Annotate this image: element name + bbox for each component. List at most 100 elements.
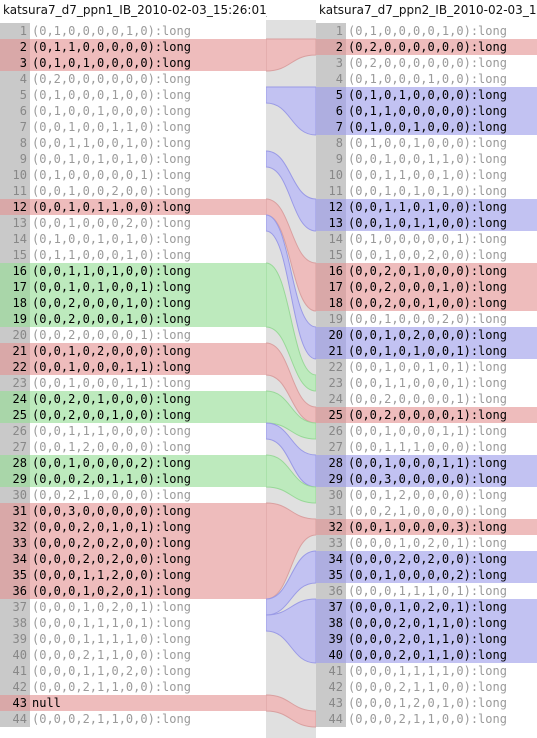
left-diff-line[interactable]: 35 (0,0,0,1,1,2,0,0):long: [0, 567, 266, 583]
right-diff-line[interactable]: 42 (0,0,0,2,1,1,0,0):long: [316, 679, 537, 695]
right-diff-line[interactable]: 4 (0,1,0,0,0,1,0,0):long: [316, 71, 537, 87]
line-text: (0,0,2,0,0,1,0,0):long: [32, 408, 191, 422]
left-diff-line[interactable]: 34 (0,0,0,2,0,2,0,0):long: [0, 551, 266, 567]
left-diff-line[interactable]: 41 (0,0,0,1,1,0,2,0):long: [0, 663, 266, 679]
right-diff-line[interactable]: 9 (0,0,1,0,0,1,1,0):long: [316, 151, 537, 167]
left-diff-line[interactable]: 39 (0,0,0,1,1,1,1,0):long: [0, 631, 266, 647]
left-diff-line[interactable]: 7 (0,0,1,0,0,1,1,0):long: [0, 119, 266, 135]
left-diff-line[interactable]: 2 (0,1,1,0,0,0,0,0):long: [0, 39, 266, 55]
left-diff-line[interactable]: 21 (0,0,1,0,2,0,0,0):long: [0, 343, 266, 359]
right-diff-line[interactable]: 26 (0,0,1,0,0,0,1,1):long: [316, 423, 537, 439]
right-diff-line[interactable]: 11 (0,0,1,0,1,0,1,0):long: [316, 183, 537, 199]
right-diff-line[interactable]: 38 (0,0,0,2,0,1,1,0):long: [316, 615, 537, 631]
right-diff-line[interactable]: 23 (0,0,1,1,0,0,0,1):long: [316, 375, 537, 391]
left-diff-line[interactable]: 17 (0,0,1,0,1,0,0,1):long: [0, 279, 266, 295]
left-diff-line[interactable]: 25 (0,0,2,0,0,1,0,0):long: [0, 407, 266, 423]
line-number: 31: [316, 503, 346, 519]
line-text: null: [32, 696, 61, 710]
left-diff-line[interactable]: 28 (0,0,1,0,0,0,0,2):long: [0, 455, 266, 471]
left-diff-line[interactable]: 16 (0,0,1,1,0,1,0,0):long: [0, 263, 266, 279]
left-diff-pane[interactable]: 1 (0,1,0,0,0,0,1,0):long 2 (0,1,1,0,0,0,0,0…: [0, 23, 266, 738]
right-diff-line[interactable]: 37 (0,0,0,1,0,2,0,1):long: [316, 599, 537, 615]
left-diff-line[interactable]: 19 (0,0,2,0,0,0,1,0):long: [0, 311, 266, 327]
right-diff-line[interactable]: 29 (0,0,3,0,0,0,0,0):long: [316, 471, 537, 487]
left-diff-line[interactable]: 43 null: [0, 695, 266, 711]
right-diff-line[interactable]: 7 (0,1,0,0,1,0,0,0):long: [316, 119, 537, 135]
left-diff-line[interactable]: 30 (0,0,2,1,0,0,0,0):long: [0, 487, 266, 503]
line-number: 37: [316, 599, 346, 615]
right-diff-line[interactable]: 17 (0,0,2,0,0,0,1,0):long: [316, 279, 537, 295]
line-number: 24: [316, 391, 346, 407]
left-diff-line[interactable]: 23 (0,0,1,0,0,0,1,1):long: [0, 375, 266, 391]
right-diff-line[interactable]: 22 (0,0,1,0,0,1,0,1):long: [316, 359, 537, 375]
right-diff-line[interactable]: 2 (0,2,0,0,0,0,0,0):long: [316, 39, 537, 55]
right-diff-line[interactable]: 18 (0,0,2,0,0,1,0,0):long: [316, 295, 537, 311]
right-diff-line[interactable]: 19 (0,0,1,0,0,0,2,0):long: [316, 311, 537, 327]
right-diff-line[interactable]: 41 (0,0,0,1,1,1,1,0):long: [316, 663, 537, 679]
line-number: 22: [0, 359, 30, 375]
right-diff-line[interactable]: 20 (0,0,1,0,2,0,0,0):long: [316, 327, 537, 343]
left-diff-line[interactable]: 13 (0,0,1,0,0,0,2,0):long: [0, 215, 266, 231]
right-diff-line[interactable]: 24 (0,0,2,0,0,0,0,1):long: [316, 391, 537, 407]
line-number: 26: [316, 423, 346, 439]
left-diff-line[interactable]: 20 (0,0,2,0,0,0,0,1):long: [0, 327, 266, 343]
right-diff-line[interactable]: 13 (0,0,1,0,1,1,0,0):long: [316, 215, 537, 231]
left-diff-line[interactable]: 14 (0,1,0,0,1,0,1,0):long: [0, 231, 266, 247]
left-diff-line[interactable]: 38 (0,0,0,1,1,1,0,1):long: [0, 615, 266, 631]
left-diff-line[interactable]: 36 (0,0,0,1,0,2,0,1):long: [0, 583, 266, 599]
left-diff-line[interactable]: 4 (0,2,0,0,0,0,0,0):long: [0, 71, 266, 87]
right-diff-line[interactable]: 30 (0,0,1,2,0,0,0,0):long: [316, 487, 537, 503]
left-diff-line[interactable]: 26 (0,0,1,1,1,0,0,0):long: [0, 423, 266, 439]
left-diff-line[interactable]: 24 (0,0,2,0,1,0,0,0):long: [0, 391, 266, 407]
right-diff-line[interactable]: 39 (0,0,0,2,0,1,1,0):long: [316, 631, 537, 647]
right-diff-line[interactable]: 6 (0,1,1,0,0,0,0,0):long: [316, 103, 537, 119]
right-diff-line[interactable]: 16 (0,0,2,0,1,0,0,0):long: [316, 263, 537, 279]
right-diff-line[interactable]: 43 (0,0,0,1,2,0,1,0):long: [316, 695, 537, 711]
left-diff-line[interactable]: 44 (0,0,0,2,1,1,0,0):long: [0, 711, 266, 727]
left-diff-line[interactable]: 9 (0,0,1,0,1,0,1,0):long: [0, 151, 266, 167]
right-diff-line[interactable]: 14 (0,1,0,0,0,0,0,1):long: [316, 231, 537, 247]
left-diff-line[interactable]: 12 (0,0,1,0,1,1,0,0):long: [0, 199, 266, 215]
right-diff-line[interactable]: 25 (0,0,2,0,0,0,0,1):long: [316, 407, 537, 423]
left-diff-line[interactable]: 18 (0,0,2,0,0,0,1,0):long: [0, 295, 266, 311]
right-diff-line[interactable]: 28 (0,0,1,0,0,0,1,1):long: [316, 455, 537, 471]
right-diff-line[interactable]: 44 (0,0,0,2,1,1,0,0):long: [316, 711, 537, 727]
right-diff-line[interactable]: 34 (0,0,0,2,0,2,0,0):long: [316, 551, 537, 567]
left-diff-line[interactable]: 15 (0,1,1,0,0,0,1,0):long: [0, 247, 266, 263]
left-diff-line[interactable]: 5 (0,1,0,0,0,1,0,0):long: [0, 87, 266, 103]
left-diff-line[interactable]: 37 (0,0,0,1,0,2,0,1):long: [0, 599, 266, 615]
right-diff-line[interactable]: 35 (0,0,1,0,0,0,0,2):long: [316, 567, 537, 583]
right-diff-line[interactable]: 36 (0,0,0,1,1,1,0,1):long: [316, 583, 537, 599]
left-diff-line[interactable]: 22 (0,0,1,0,0,0,1,1):long: [0, 359, 266, 375]
right-diff-line[interactable]: 40 (0,0,0,2,0,1,1,0):long: [316, 647, 537, 663]
left-diff-line[interactable]: 32 (0,0,0,2,0,1,0,1):long: [0, 519, 266, 535]
right-diff-line[interactable]: 33 (0,0,0,1,0,2,0,1):long: [316, 535, 537, 551]
right-diff-line[interactable]: 12 (0,0,1,1,0,1,0,0):long: [316, 199, 537, 215]
left-diff-line[interactable]: 40 (0,0,0,2,1,1,0,0):long: [0, 647, 266, 663]
right-diff-pane[interactable]: 1 (0,1,0,0,0,0,1,0):long 2 (0,2,0,0,0,0,0,0…: [316, 23, 537, 738]
right-diff-line[interactable]: 15 (0,0,1,0,0,2,0,0):long: [316, 247, 537, 263]
left-diff-line[interactable]: 27 (0,0,1,2,0,0,0,0):long: [0, 439, 266, 455]
line-text: (0,0,0,2,0,1,0,1):long: [32, 520, 191, 534]
right-diff-line[interactable]: 27 (0,0,1,1,1,0,0,0):long: [316, 439, 537, 455]
left-diff-line[interactable]: 8 (0,0,1,1,0,0,1,0):long: [0, 135, 266, 151]
left-diff-line[interactable]: 3 (0,1,0,1,0,0,0,0):long: [0, 55, 266, 71]
left-diff-line[interactable]: 33 (0,0,0,2,0,2,0,0):long: [0, 535, 266, 551]
left-diff-line[interactable]: 10 (0,1,0,0,0,0,0,1):long: [0, 167, 266, 183]
left-diff-line[interactable]: 11 (0,0,1,0,0,2,0,0):long: [0, 183, 266, 199]
left-diff-line[interactable]: 42 (0,0,0,2,1,1,0,0):long: [0, 679, 266, 695]
left-diff-line[interactable]: 31 (0,0,3,0,0,0,0,0):long: [0, 503, 266, 519]
line-number: 42: [0, 679, 30, 695]
right-diff-line[interactable]: 5 (0,1,0,1,0,0,0,0):long: [316, 87, 537, 103]
left-diff-line[interactable]: 29 (0,0,0,2,0,1,1,0):long: [0, 471, 266, 487]
left-diff-line[interactable]: 6 (0,1,0,0,1,0,0,0):long: [0, 103, 266, 119]
right-diff-line[interactable]: 31 (0,0,2,1,0,0,0,0):long: [316, 503, 537, 519]
right-diff-line[interactable]: 1 (0,1,0,0,0,0,1,0):long: [316, 23, 537, 39]
right-diff-line[interactable]: 21 (0,0,1,0,1,0,0,1):long: [316, 343, 537, 359]
right-diff-line[interactable]: 8 (0,1,0,0,1,0,0,0):long: [316, 135, 537, 151]
right-diff-line[interactable]: 3 (0,2,0,0,0,0,0,0):long: [316, 55, 537, 71]
left-diff-line[interactable]: 1 (0,1,0,0,0,0,1,0):long: [0, 23, 266, 39]
right-diff-line[interactable]: 32 (0,0,1,0,0,0,0,3):long: [316, 519, 537, 535]
line-text: (0,0,1,0,0,1,0,1):long: [348, 360, 507, 374]
right-diff-line[interactable]: 10 (0,0,1,1,0,0,1,0):long: [316, 167, 537, 183]
